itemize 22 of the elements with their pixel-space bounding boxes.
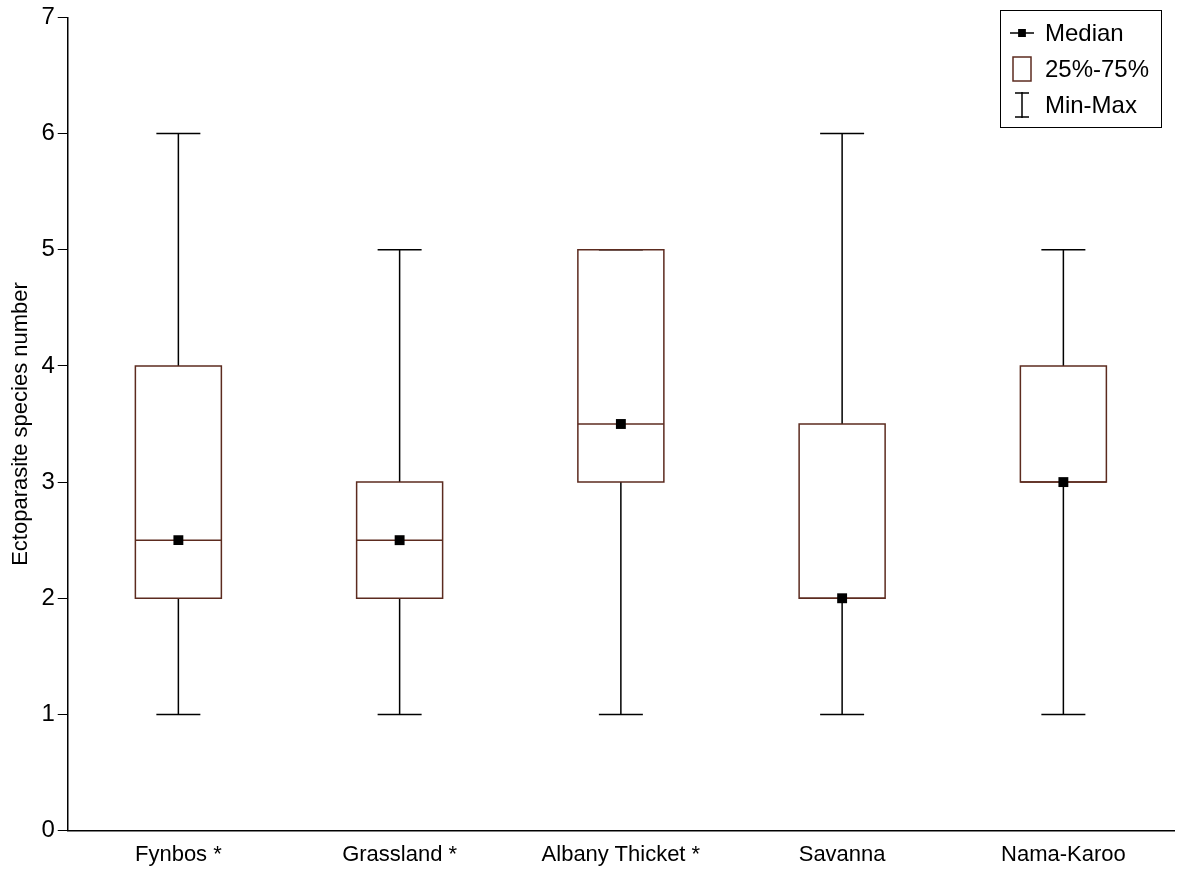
y-tick-label: 5	[41, 234, 55, 262]
point	[837, 593, 848, 604]
y-tick-label: 3	[41, 466, 55, 494]
annotation: 25%-75%	[1044, 55, 1149, 83]
x-tick-label: Nama-Karoo	[1001, 840, 1126, 866]
y-tick-label: 6	[41, 118, 55, 146]
annotation: Median	[1044, 19, 1124, 47]
y-tick-label: 2	[41, 582, 55, 610]
point	[394, 535, 405, 546]
x-tick-label: Albany Thicket *	[541, 840, 701, 866]
x-tick-label: Fynbos *	[134, 840, 223, 866]
y-tick-label: 0	[41, 815, 55, 843]
y-axis-title: Ectoparasite species number	[7, 282, 33, 566]
x-tick-label: Grassland *	[342, 840, 458, 866]
point	[173, 535, 184, 546]
y-tick-label: 1	[41, 699, 55, 727]
y-tick-label: 4	[41, 350, 55, 378]
y-tick-label: 7	[41, 2, 55, 30]
x-tick-label: Savanna	[798, 840, 887, 866]
annotation: Min-Max	[1044, 91, 1137, 119]
point	[615, 419, 626, 429]
point	[1058, 477, 1069, 488]
